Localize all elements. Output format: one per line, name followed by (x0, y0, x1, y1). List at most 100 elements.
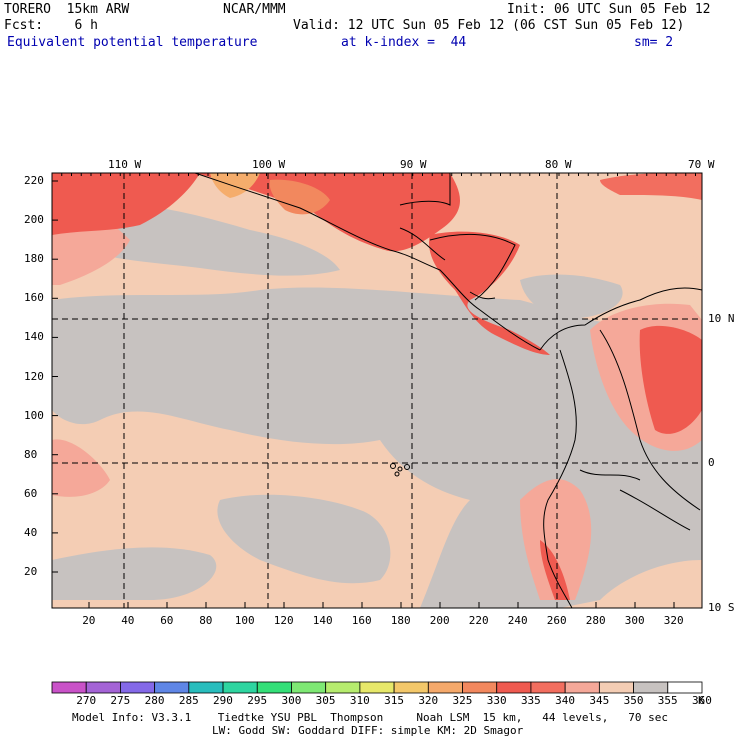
field-330-central-america (429, 231, 550, 355)
y-tick-label: 60 (24, 486, 38, 500)
colorbar-label: 350 (623, 694, 644, 707)
colorbar-label: 335 (520, 694, 541, 707)
colorbar-swatch (393, 681, 429, 694)
ecuador-peru-border (579, 469, 641, 481)
lat-label-10s: 10 S (708, 601, 735, 614)
x-tick-label: 260 (546, 614, 567, 627)
field-330-mexico (195, 173, 460, 252)
colorbar-label: 285 (178, 694, 199, 707)
x-tick-label: 200 (429, 614, 450, 627)
y-tick-label: 20 (24, 565, 38, 578)
y-tick-label: 220 (24, 174, 44, 187)
x-tick-label: 240 (507, 614, 528, 627)
field-325-mexico (269, 179, 330, 215)
center-name: NCAR/MMM (223, 2, 286, 17)
model-info-line1: Model Info: V3.3.1 Tiedtke YSU PBL Thomp… (72, 711, 669, 724)
y-tick-label: 100 (24, 408, 44, 422)
colorbar-label: 295 (247, 694, 268, 707)
colorbar-swatch (51, 681, 87, 694)
x-tick-label: 280 (585, 614, 606, 627)
latlon-grid (52, 173, 702, 608)
andes-border-1 (599, 329, 701, 511)
colorbar-label: 270 (76, 694, 97, 707)
x-tick-label: 140 (312, 614, 333, 627)
colorbar-swatch (598, 681, 634, 694)
x-tick-label: 300 (624, 614, 645, 627)
field-335-caribbean (600, 173, 702, 200)
colorbar-swatch (496, 681, 532, 694)
colorbar-swatch (427, 681, 463, 694)
field-350-south (217, 494, 391, 584)
colorbar-swatch (633, 681, 669, 694)
field-340-peru (520, 479, 592, 600)
x-tick-label: 20 (82, 614, 96, 627)
peru-brazil-border (619, 489, 691, 531)
colorbar-swatch (291, 681, 327, 694)
guatemala-border (399, 227, 446, 261)
axis-ticks (51, 173, 696, 608)
y-tick-label: 160 (24, 291, 44, 305)
field-320-mexico (210, 173, 260, 198)
colorbar-label: 290 (213, 694, 233, 707)
x-tick-label: 160 (351, 614, 372, 627)
colorbar-swatch (120, 681, 156, 694)
theta-e-field (52, 173, 702, 608)
colorbar-swatch (222, 681, 258, 694)
colorbar-swatch (154, 681, 190, 694)
lon-label-100w: 100 W (252, 158, 286, 171)
field-345-caribbean (596, 177, 702, 260)
colorbar-label: 310 (349, 694, 370, 707)
coastlines (194, 172, 703, 609)
colorbar (51, 681, 703, 694)
colorbar-label: 355 (657, 694, 678, 707)
colorbar-swatch (564, 681, 600, 694)
field-330-pacific-nw (52, 173, 200, 235)
lon-label-70w: 70 W (688, 158, 715, 171)
colorbar-label: 330 (486, 694, 507, 707)
y-tick-label: 200 (24, 213, 44, 227)
colorbar-label: 280 (144, 694, 165, 707)
nicaragua-lake (469, 291, 496, 300)
model-info-line2: LW: Godd SW: Goddard DIFF: simple KM: 2D… (212, 724, 524, 737)
x-tick-label: 80 (199, 614, 213, 627)
colorbar-label: 325 (452, 694, 473, 707)
lat-label-10n: 10 N (708, 312, 735, 325)
galapagos-islands (390, 463, 410, 477)
caribbean-coast-honduras (429, 234, 516, 301)
colorbar-label: 360 (692, 694, 712, 707)
smoothing-info: sm= 2 (634, 35, 674, 50)
y-tick-label: 140 (24, 330, 44, 344)
lat-label-0: 0 (708, 456, 715, 469)
colorbar-label: 275 (110, 694, 131, 707)
x-tick-label: 320 (663, 614, 684, 627)
colorbar-swatch (359, 681, 395, 694)
field-350-southwest (52, 547, 217, 600)
level-info: at k-index = 44 (341, 35, 467, 50)
colorbar-label: 345 (589, 694, 610, 707)
colorbar-label: 300 (281, 694, 302, 707)
colorbar-swatch (667, 681, 703, 694)
caribbean-coast-colombia (539, 287, 703, 351)
colorbar-swatch (530, 681, 566, 694)
colorbar-swatch (188, 681, 224, 694)
yucatan-coast (399, 173, 451, 206)
init-time: Init: 06 UTC Sun 05 Feb 12 (507, 2, 711, 17)
field-330-andes (639, 325, 702, 434)
pacific-coast-south-america (543, 349, 577, 609)
field-340-southwest (52, 439, 110, 497)
y-tick-label: 180 (24, 252, 44, 266)
colorbar-label: 340 (555, 694, 576, 707)
colorbar-label: 320 (418, 694, 439, 707)
x-tick-label: 120 (273, 614, 294, 627)
field-350-north (84, 204, 340, 276)
x-tick-label: 40 (121, 614, 135, 627)
y-tick-label: 40 (24, 525, 38, 539)
field-name: Equivalent potential temperature (7, 35, 258, 50)
colorbar-swatch (325, 681, 361, 694)
lon-label-80w: 80 W (545, 158, 572, 171)
x-tick-label: 220 (468, 614, 489, 627)
colorbar-swatch (85, 681, 121, 694)
x-tick-label: 100 (234, 614, 255, 627)
